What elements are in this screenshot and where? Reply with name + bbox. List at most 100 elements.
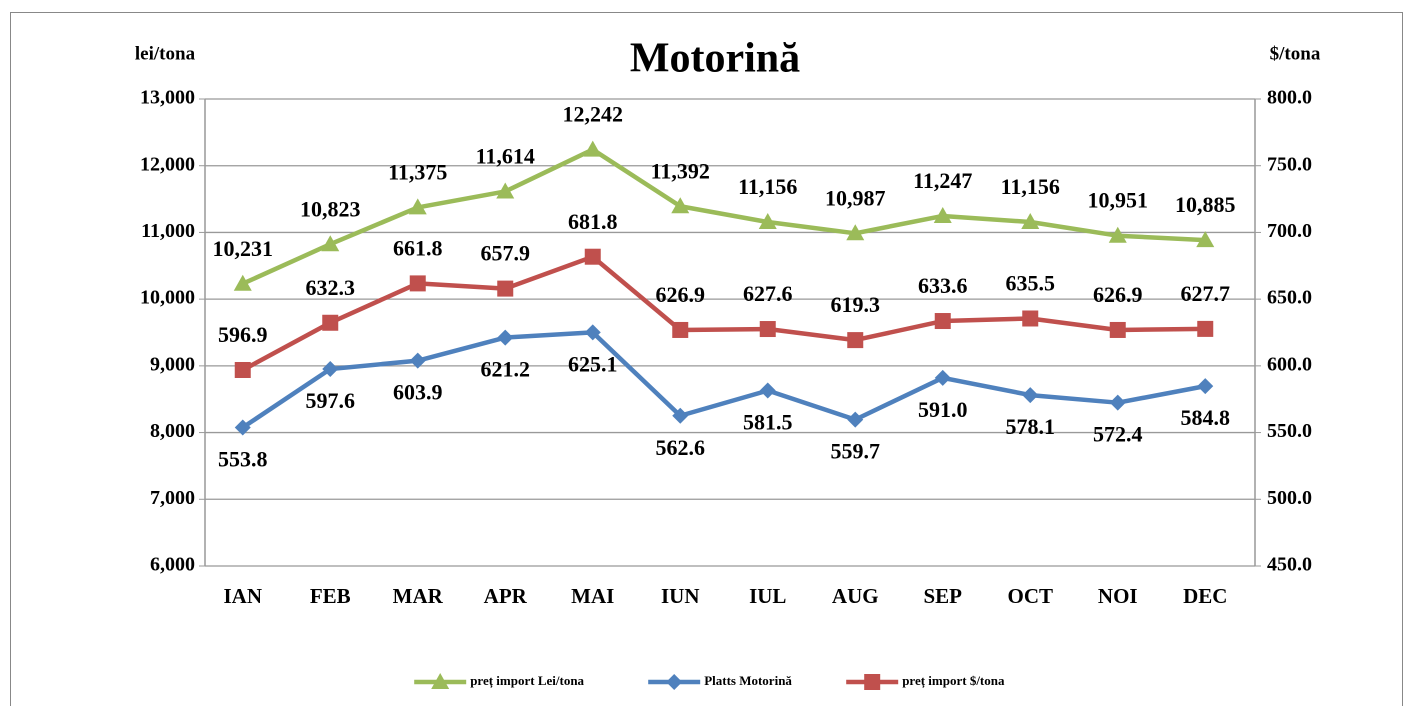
point bbox=[1196, 231, 1215, 248]
y-tick-label: 9,000 bbox=[150, 353, 195, 375]
point bbox=[864, 674, 881, 690]
data-label: 562.6 bbox=[656, 435, 706, 460]
data-label: 11,156 bbox=[1001, 174, 1060, 199]
data-label: 626.9 bbox=[1093, 282, 1143, 307]
point bbox=[933, 206, 952, 223]
legend-item: Platts Motorină bbox=[648, 673, 792, 690]
x-tick-label: SEP bbox=[923, 584, 962, 608]
point bbox=[234, 361, 251, 378]
data-label: 10,987 bbox=[825, 185, 886, 210]
series: 553.8 597.6 603.9 621.2 625.1 562.6 581.5 559.7… bbox=[218, 324, 1231, 472]
data-label: 625.1 bbox=[568, 351, 618, 376]
y2-tick-label: 650.0 bbox=[1267, 287, 1312, 309]
point bbox=[234, 419, 251, 436]
point bbox=[409, 352, 426, 369]
data-label: 591.0 bbox=[918, 397, 968, 422]
point bbox=[671, 197, 690, 214]
x-tick-label: IUL bbox=[749, 584, 786, 608]
point bbox=[759, 382, 776, 399]
data-label: 603.9 bbox=[393, 380, 443, 405]
point bbox=[934, 369, 951, 386]
point bbox=[934, 313, 951, 330]
data-label: 681.8 bbox=[568, 209, 618, 234]
point bbox=[583, 140, 602, 157]
data-label: 597.6 bbox=[306, 388, 356, 413]
point bbox=[584, 324, 601, 341]
data-label: 657.9 bbox=[481, 241, 531, 266]
point bbox=[497, 280, 514, 297]
y2-tick-label: 500.0 bbox=[1267, 487, 1312, 509]
data-label: 11,156 bbox=[738, 174, 797, 199]
y-tick-label: 6,000 bbox=[150, 554, 195, 576]
series-line bbox=[241, 330, 1206, 430]
data-label: 11,247 bbox=[913, 168, 972, 193]
data-label: 553.8 bbox=[218, 447, 268, 472]
y2-tick-label: 700.0 bbox=[1267, 220, 1312, 242]
point bbox=[1108, 226, 1127, 243]
legend-item: preț import Lei/tona bbox=[414, 673, 585, 689]
y2-tick-label: 750.0 bbox=[1267, 153, 1312, 175]
x-tick-label: FEB bbox=[310, 584, 351, 608]
data-label: 627.6 bbox=[743, 281, 793, 306]
x-tick-label: DEC bbox=[1183, 584, 1227, 608]
data-label: 10,231 bbox=[213, 236, 274, 261]
y2-tick-label: 550.0 bbox=[1267, 420, 1312, 442]
x-tick-label: IAN bbox=[223, 584, 262, 608]
point bbox=[1021, 213, 1040, 230]
data-label: 596.9 bbox=[218, 322, 268, 347]
y2-axis-label: $/tona bbox=[1270, 43, 1321, 64]
point bbox=[672, 407, 689, 424]
data-label: 581.5 bbox=[743, 410, 793, 435]
point bbox=[233, 274, 252, 291]
point bbox=[322, 361, 339, 378]
data-label: 626.9 bbox=[656, 282, 706, 307]
data-label: 10,885 bbox=[1175, 192, 1236, 217]
legend-label: Platts Motorină bbox=[704, 673, 792, 688]
point bbox=[1197, 320, 1214, 337]
data-label: 621.2 bbox=[481, 357, 531, 382]
series-line bbox=[241, 254, 1206, 372]
series: 10,231 10,823 11,375 11,614 12,242 11,392 11,1… bbox=[213, 102, 1236, 291]
point bbox=[1109, 321, 1126, 338]
legend-item: preț import $/tona bbox=[846, 673, 1005, 690]
point bbox=[672, 321, 689, 338]
y-axis-label: lei/tona bbox=[135, 43, 196, 64]
data-label: 635.5 bbox=[1006, 271, 1056, 296]
y-tick-label: 11,000 bbox=[141, 220, 195, 242]
y2-tick-label: 800.0 bbox=[1267, 87, 1312, 109]
point bbox=[497, 329, 514, 346]
point bbox=[758, 213, 777, 230]
point bbox=[1197, 378, 1214, 395]
x-tick-label: APR bbox=[484, 584, 528, 608]
point bbox=[584, 248, 601, 265]
data-label: 578.1 bbox=[1006, 414, 1056, 439]
point bbox=[496, 182, 515, 199]
point bbox=[847, 332, 864, 349]
data-label: 10,823 bbox=[300, 196, 361, 221]
legend-label: preț import $/tona bbox=[902, 673, 1005, 689]
y2-tick-label: 450.0 bbox=[1267, 554, 1312, 576]
data-label: 584.8 bbox=[1181, 405, 1231, 430]
data-label: 10,951 bbox=[1088, 188, 1149, 213]
x-tick-label: IUN bbox=[661, 584, 700, 608]
point bbox=[666, 674, 683, 690]
y2-tick-label: 600.0 bbox=[1267, 353, 1312, 375]
data-label: 11,392 bbox=[651, 158, 710, 183]
point bbox=[1109, 394, 1126, 411]
x-tick-label: OCT bbox=[1007, 584, 1053, 608]
point bbox=[846, 224, 865, 241]
data-label: 619.3 bbox=[831, 292, 881, 317]
series-line bbox=[241, 147, 1206, 286]
point bbox=[409, 275, 426, 292]
data-label: 633.6 bbox=[918, 273, 968, 298]
x-tick-label: AUG bbox=[832, 584, 879, 608]
data-label: 11,614 bbox=[476, 144, 535, 169]
series: 596.9 632.3 661.8 657.9 681.8 626.9 627.6 619.3… bbox=[218, 209, 1230, 378]
data-label: 627.7 bbox=[1181, 281, 1231, 306]
chart-frame bbox=[10, 12, 1403, 706]
x-tick-label: MAR bbox=[393, 584, 444, 608]
y-tick-label: 10,000 bbox=[140, 287, 195, 309]
point bbox=[1022, 310, 1039, 327]
